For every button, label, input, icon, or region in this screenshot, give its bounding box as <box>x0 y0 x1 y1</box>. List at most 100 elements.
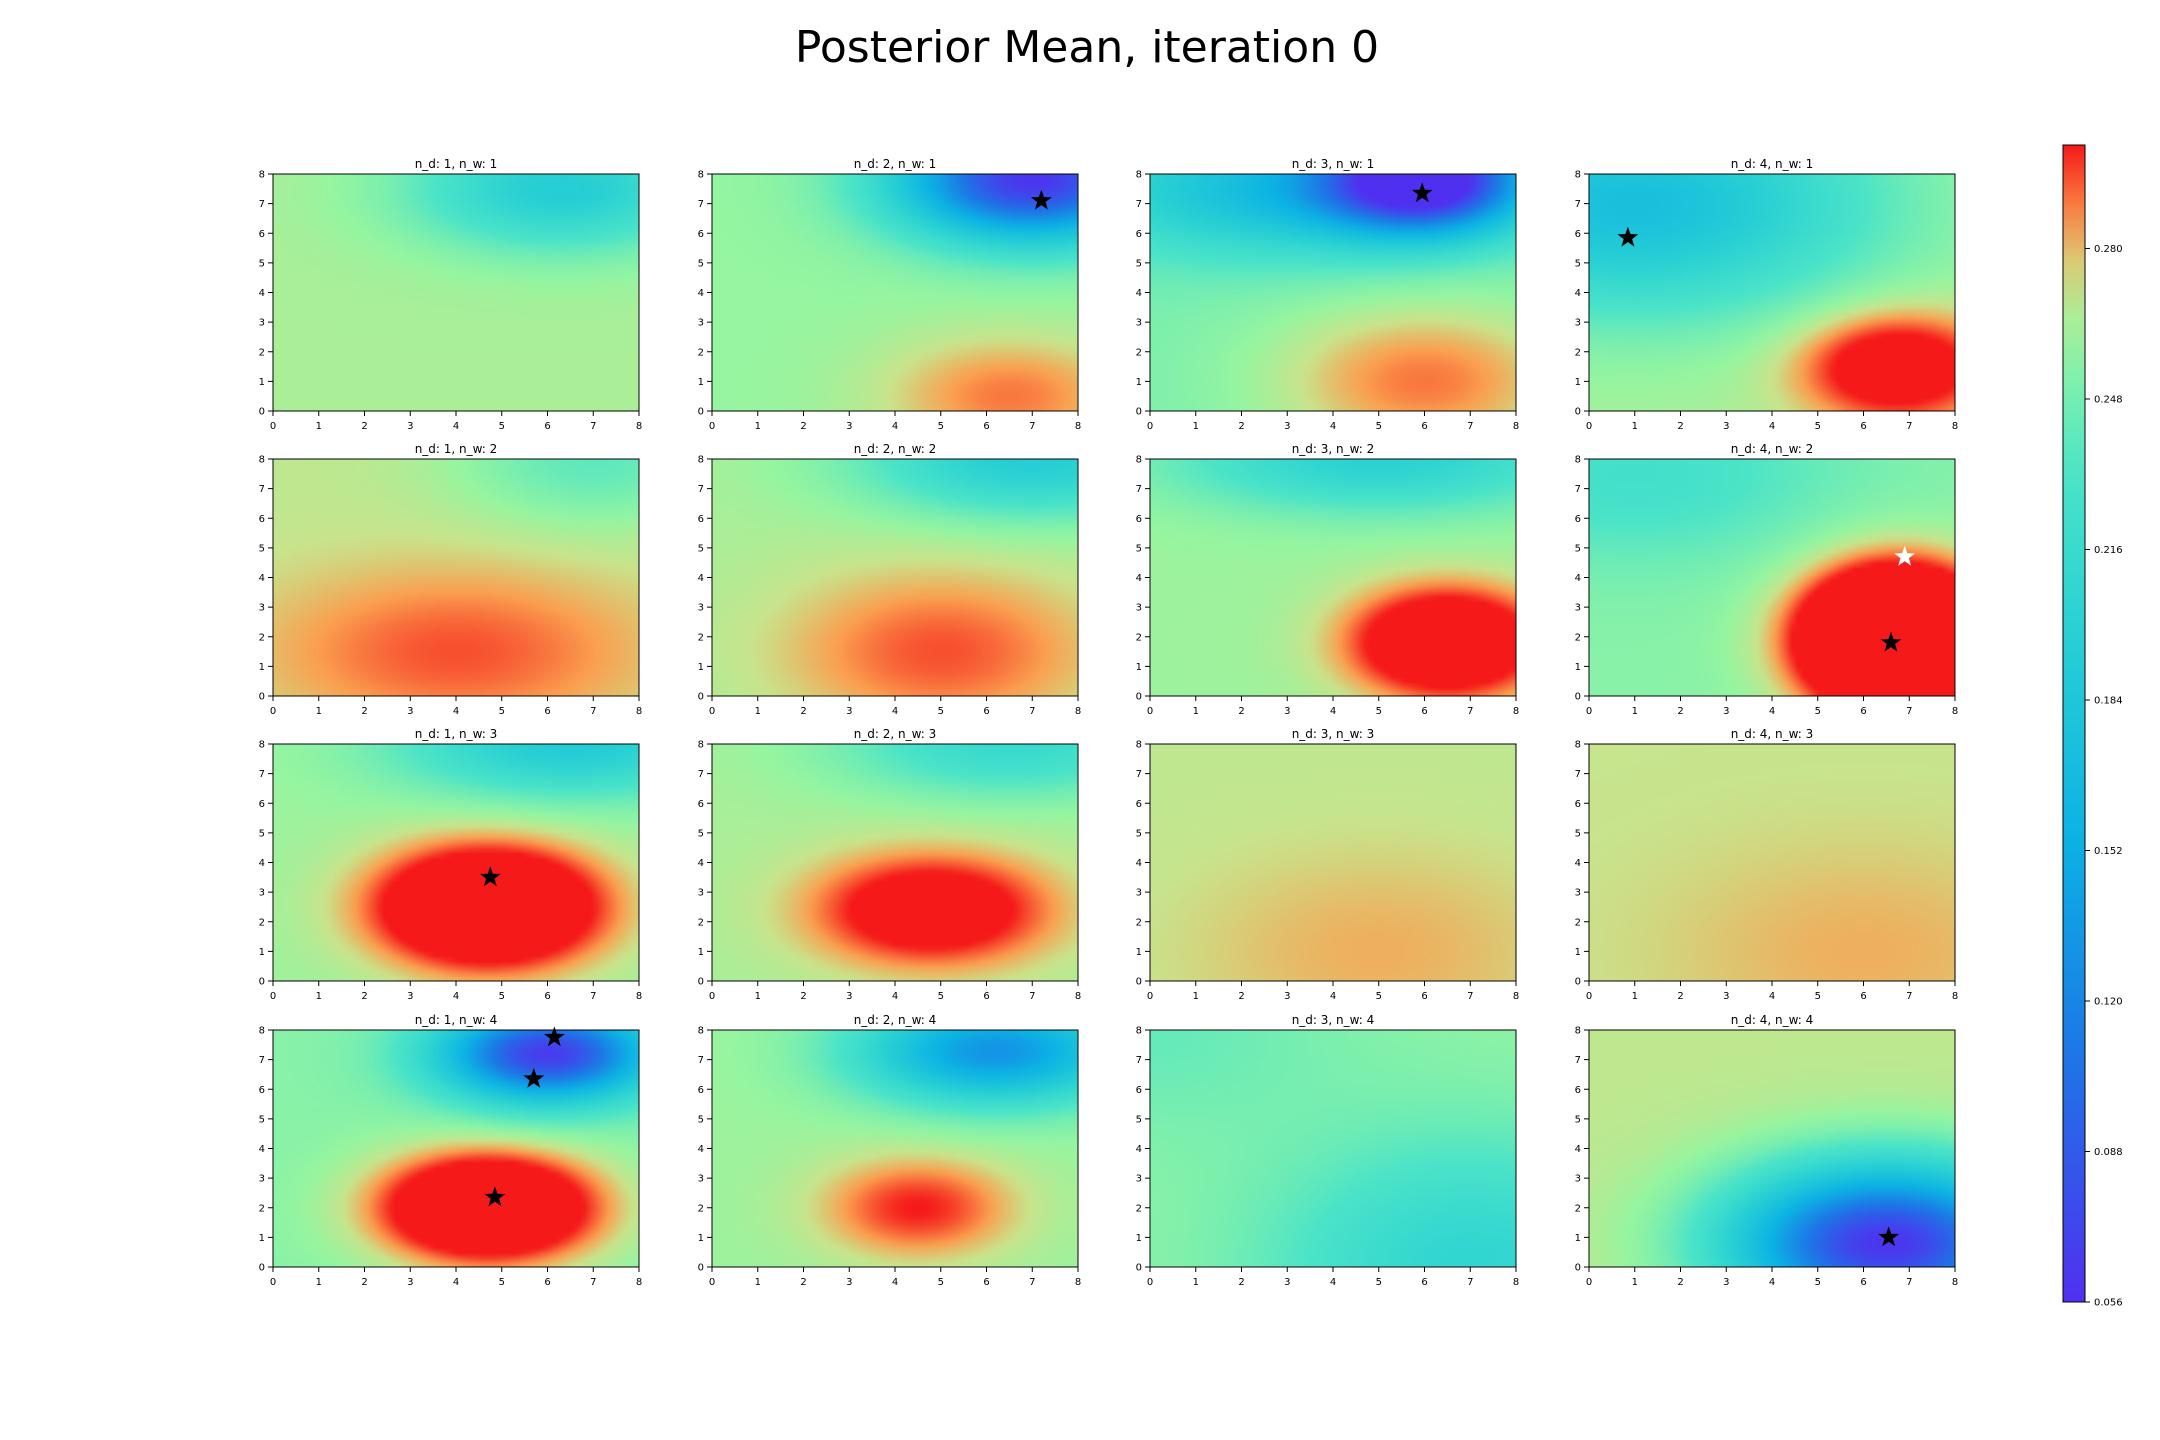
panel-title: n_d: 1, n_w: 1 <box>415 157 498 171</box>
x-tick-label: 3 <box>407 1277 413 1288</box>
x-tick-label: 0 <box>270 421 276 432</box>
heatmap-surface <box>712 1030 1078 1267</box>
x-tick-label: 5 <box>938 421 944 432</box>
x-tick-label: 5 <box>1815 421 1821 432</box>
x-tick-label: 8 <box>1952 991 1958 1002</box>
x-tick-label: 3 <box>846 991 852 1002</box>
y-tick-label: 3 <box>1575 318 1581 329</box>
x-tick-label: 1 <box>755 991 761 1002</box>
x-tick-label: 8 <box>1513 991 1519 1002</box>
x-tick-label: 7 <box>1467 421 1473 432</box>
x-tick-label: 5 <box>499 421 505 432</box>
y-tick-label: 4 <box>1136 1144 1142 1155</box>
white-star-marker <box>1894 545 1916 566</box>
y-tick-label: 1 <box>259 377 265 388</box>
y-tick-label: 1 <box>1575 1233 1581 1244</box>
y-tick-label: 8 <box>698 1026 704 1037</box>
x-tick-label: 5 <box>1815 706 1821 717</box>
y-tick-label: 5 <box>1136 1114 1142 1125</box>
panel-title: n_d: 3, n_w: 4 <box>1292 1013 1375 1027</box>
x-tick-label: 1 <box>1632 1277 1638 1288</box>
panel-title: n_d: 2, n_w: 4 <box>854 1013 937 1027</box>
colorbar: 0.056 0.088 0.120 0.152 0.184 0.216 0.248 0.280 <box>2062 144 2123 1309</box>
y-tick-label: 3 <box>698 888 704 899</box>
y-tick-label: 2 <box>1575 917 1581 928</box>
x-tick-label: 2 <box>1238 706 1244 717</box>
x-tick-label: 4 <box>453 421 459 432</box>
y-tick-label: 8 <box>1575 1026 1581 1037</box>
heatmap-panels: n_d: 1, n_w: 1 0 1 2 3 4 5 6 7 8 0 1 2 3 4 5 6 7 8 n_d: 2, … <box>259 157 1959 1288</box>
x-tick-label: 2 <box>800 991 806 1002</box>
x-tick-label: 1 <box>1193 706 1199 717</box>
y-tick-label: 0 <box>1575 977 1581 988</box>
star-marker <box>1411 182 1433 203</box>
y-tick-label: 2 <box>1136 917 1142 928</box>
y-tick-label: 0 <box>259 1263 265 1274</box>
x-tick-label: 5 <box>499 991 505 1002</box>
x-tick-label: 5 <box>938 706 944 717</box>
x-tick-label: 3 <box>846 421 852 432</box>
y-tick-label: 2 <box>698 347 704 358</box>
y-tick-label: 8 <box>1136 1026 1142 1037</box>
colorbar-tick-label: 0.056 <box>2094 1298 2123 1309</box>
x-tick-label: 2 <box>361 706 367 717</box>
x-tick-label: 3 <box>1723 991 1729 1002</box>
x-tick-label: 2 <box>1677 706 1683 717</box>
x-tick-label: 1 <box>1193 1277 1199 1288</box>
heatmap-panel: n_d: 4, n_w: 3 0 1 2 3 4 5 6 7 8 0 1 2 3 4 5 6 7 8 <box>1575 727 1959 1002</box>
x-tick-label: 6 <box>983 1277 989 1288</box>
y-tick-label: 5 <box>259 543 265 554</box>
y-tick-label: 1 <box>698 662 704 673</box>
x-tick-label: 4 <box>1330 991 1336 1002</box>
y-tick-label: 2 <box>1136 1203 1142 1214</box>
x-tick-label: 6 <box>544 1277 550 1288</box>
y-tick-label: 6 <box>1575 799 1581 810</box>
y-tick-label: 6 <box>1136 799 1142 810</box>
x-tick-label: 0 <box>1147 991 1153 1002</box>
y-tick-label: 2 <box>259 632 265 643</box>
x-tick-label: 0 <box>1586 991 1592 1002</box>
y-tick-label: 7 <box>698 199 704 210</box>
y-tick-label: 5 <box>698 258 704 269</box>
heatmap-surface <box>1589 744 1955 981</box>
x-tick-label: 2 <box>800 1277 806 1288</box>
heatmap-panel: n_d: 3, n_w: 1 0 1 2 3 4 5 6 7 8 0 1 2 3 4 5 6 7 8 <box>1136 157 1520 432</box>
star-marker <box>543 1026 565 1047</box>
heatmap-panel: n_d: 4, n_w: 1 0 1 2 3 4 5 6 7 8 0 1 2 3 4 5 6 7 8 <box>1575 157 1959 432</box>
colorbar-tick-label: 0.216 <box>2094 545 2123 556</box>
x-tick-label: 2 <box>361 991 367 1002</box>
y-tick-label: 1 <box>1136 947 1142 958</box>
x-tick-label: 0 <box>270 1277 276 1288</box>
x-tick-label: 1 <box>1632 421 1638 432</box>
x-tick-label: 6 <box>983 991 989 1002</box>
x-tick-label: 1 <box>755 1277 761 1288</box>
x-tick-label: 2 <box>1238 991 1244 1002</box>
heatmap-panel: n_d: 3, n_w: 4 0 1 2 3 4 5 6 7 8 0 1 2 3 4 5 6 7 8 <box>1136 1013 1520 1288</box>
heatmap-panel: n_d: 3, n_w: 3 0 1 2 3 4 5 6 7 8 0 1 2 3 4 5 6 7 8 <box>1136 727 1520 1002</box>
y-tick-label: 0 <box>698 977 704 988</box>
x-tick-label: 5 <box>499 706 505 717</box>
heatmap-panel: n_d: 4, n_w: 4 0 1 2 3 4 5 6 7 8 0 1 2 3 4 5 6 7 8 <box>1575 1013 1959 1288</box>
y-tick-label: 4 <box>259 573 265 584</box>
x-tick-label: 2 <box>800 421 806 432</box>
heatmap-surface <box>273 174 639 411</box>
y-tick-label: 8 <box>259 455 265 466</box>
y-tick-label: 4 <box>1575 288 1581 299</box>
heatmap-panel: n_d: 2, n_w: 1 0 1 2 3 4 5 6 7 8 0 1 2 3 4 5 6 7 8 <box>698 157 1082 432</box>
x-tick-label: 1 <box>1632 706 1638 717</box>
x-tick-label: 3 <box>407 421 413 432</box>
y-tick-label: 7 <box>1575 1055 1581 1066</box>
x-tick-label: 6 <box>1421 991 1427 1002</box>
y-tick-label: 3 <box>698 603 704 614</box>
y-tick-label: 7 <box>1136 1055 1142 1066</box>
y-tick-label: 2 <box>1575 347 1581 358</box>
star-marker <box>1878 1226 1900 1247</box>
y-tick-label: 7 <box>698 1055 704 1066</box>
y-tick-label: 6 <box>1136 514 1142 525</box>
x-tick-label: 4 <box>892 1277 898 1288</box>
x-tick-label: 6 <box>1421 421 1427 432</box>
x-tick-label: 4 <box>1769 421 1775 432</box>
y-tick-label: 7 <box>1575 199 1581 210</box>
y-tick-label: 0 <box>1575 1263 1581 1274</box>
